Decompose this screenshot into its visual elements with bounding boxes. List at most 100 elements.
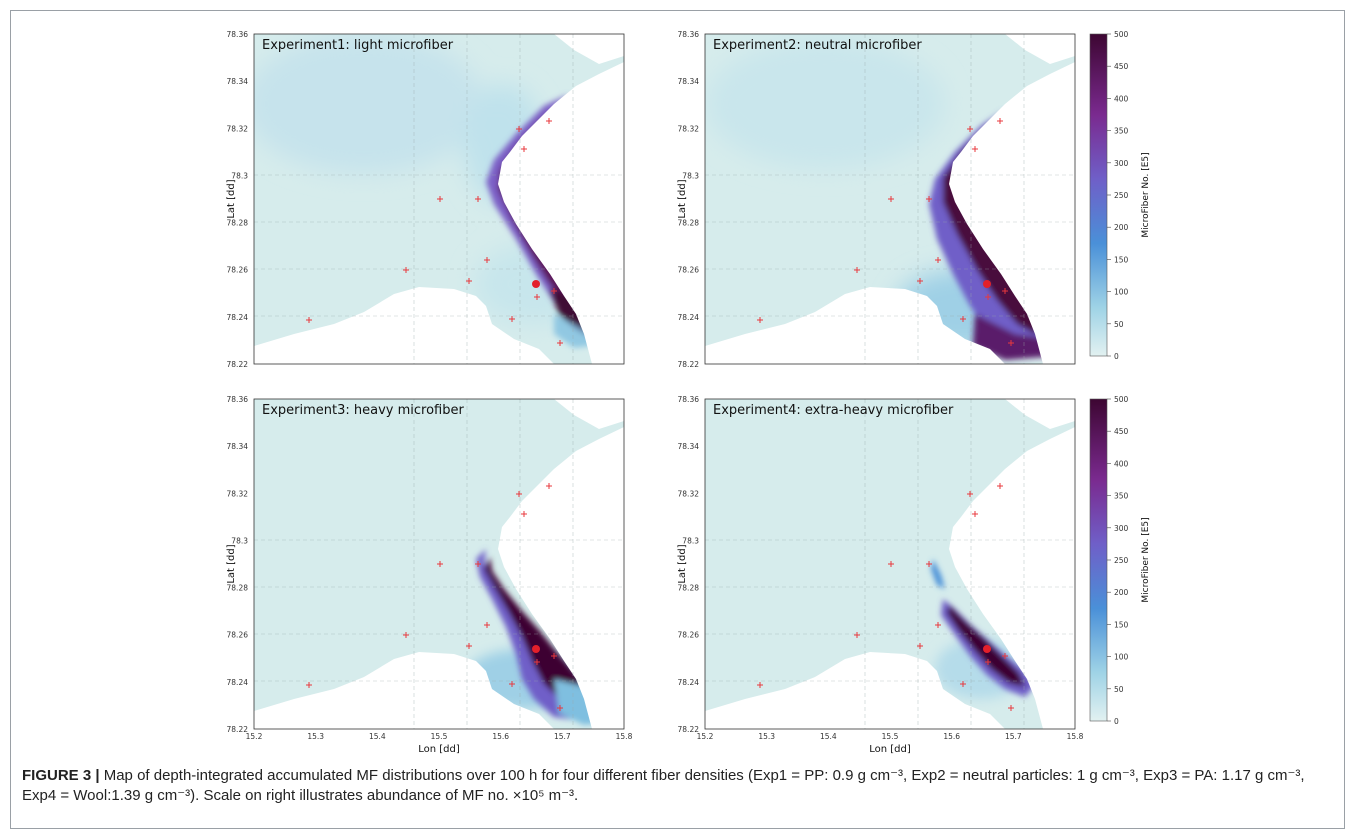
release-site-marker xyxy=(532,280,540,288)
lon-tick-label: 15.4 xyxy=(820,732,837,741)
colorbar-tick-label: 350 xyxy=(1114,492,1129,501)
lat-tick-label: 78.32 xyxy=(227,124,249,133)
colorbar-tick-label: 450 xyxy=(1114,427,1129,436)
lat-tick-label: 78.28 xyxy=(227,584,249,593)
lon-tick-label: 15.8 xyxy=(616,732,633,741)
lon-tick-label: 15.5 xyxy=(882,732,899,741)
colorbar-tick-label: 50 xyxy=(1114,685,1124,694)
panel-title: Experiment1: light microfiber xyxy=(262,38,454,53)
colorbar-label: MicroFiber No. [E5] xyxy=(1141,517,1151,602)
map-experiment3 xyxy=(254,399,624,729)
panel-title: Experiment4: extra-heavy microfiber xyxy=(713,403,954,418)
panel-experiment3: Experiment3: heavy microfiber xyxy=(253,398,625,730)
lon-tick-label: 15.3 xyxy=(758,732,775,741)
map-experiment1 xyxy=(254,34,624,364)
colorbar-tick-label: 200 xyxy=(1114,223,1129,232)
colorbar-tick-label: 300 xyxy=(1114,524,1129,533)
lon-tick-label: 15.7 xyxy=(554,732,571,741)
colorbar-tick-label: 100 xyxy=(1114,288,1129,297)
panel-title: Experiment3: heavy microfiber xyxy=(262,403,464,418)
lat-tick-label: 78.22 xyxy=(227,360,249,369)
panel-experiment4: Experiment4: extra-heavy microfiber xyxy=(704,398,1076,730)
lat-tick-label: 78.32 xyxy=(678,489,700,498)
x-axis-label: Lon [dd] xyxy=(869,744,911,755)
lon-tick-label: 15.6 xyxy=(943,732,960,741)
colorbar-tick-label: 0 xyxy=(1114,352,1119,361)
release-site-marker xyxy=(532,645,540,653)
lat-tick-label: 78.26 xyxy=(678,266,700,275)
lat-tick-label: 78.22 xyxy=(678,360,700,369)
lat-tick-label: 78.36 xyxy=(678,30,700,39)
lat-tick-label: 78.24 xyxy=(678,678,700,687)
lat-tick-label: 78.3 xyxy=(682,536,699,545)
lat-tick-label: 78.3 xyxy=(682,171,699,180)
release-site-marker xyxy=(983,645,991,653)
colorbar-tick-label: 50 xyxy=(1114,320,1124,329)
axis-ticks: 78.36 78.34 78.32 78.3 78.28 78.26 78.24 78.22 7… xyxy=(227,30,1084,741)
lat-tick-label: 78.34 xyxy=(227,77,249,86)
lon-tick-label: 15.2 xyxy=(246,732,263,741)
colorbar-tick-label: 150 xyxy=(1114,620,1129,629)
colorbar-tick-label: 150 xyxy=(1114,255,1129,264)
lat-tick-label: 78.28 xyxy=(678,219,700,228)
lat-tick-label: 78.32 xyxy=(227,489,249,498)
map-experiment4 xyxy=(705,399,1075,729)
figure-frame xyxy=(10,10,1345,829)
colorbar-tick-label: 450 xyxy=(1114,62,1129,71)
colorbar-tick-label: 250 xyxy=(1114,191,1129,200)
colorbar-tick-label: 200 xyxy=(1114,588,1129,597)
figure-caption: FIGURE 3 | Map of depth-integrated accum… xyxy=(22,766,1332,806)
colorbar-tick-label: 300 xyxy=(1114,159,1129,168)
caption-label: FIGURE 3 | xyxy=(22,767,100,784)
colorbar-tick-label: 350 xyxy=(1114,127,1129,136)
lon-tick-label: 15.7 xyxy=(1005,732,1022,741)
panel-experiment2: Experiment2: neutral microfiber xyxy=(704,33,1076,365)
panel-title: Experiment2: neutral microfiber xyxy=(713,38,922,53)
lat-tick-label: 78.34 xyxy=(227,442,249,451)
lat-tick-label: 78.32 xyxy=(678,124,700,133)
x-axis-label: Lon [dd] xyxy=(418,744,460,755)
colorbar-tick-label: 100 xyxy=(1114,653,1129,662)
lon-tick-label: 15.8 xyxy=(1067,732,1084,741)
lat-tick-label: 78.24 xyxy=(227,678,249,687)
lat-tick-label: 78.36 xyxy=(678,395,700,404)
lat-tick-label: 78.26 xyxy=(227,266,249,275)
y-axis-label: Lat [dd] xyxy=(226,544,237,583)
lat-tick-label: 78.28 xyxy=(227,219,249,228)
y-axis-label: Lat [dd] xyxy=(677,179,688,218)
lon-tick-label: 15.5 xyxy=(431,732,448,741)
lat-tick-label: 78.24 xyxy=(227,313,249,322)
y-axis-label: Lat [dd] xyxy=(677,544,688,583)
lat-tick-label: 78.26 xyxy=(227,631,249,640)
lat-tick-label: 78.34 xyxy=(678,77,700,86)
figure-panels: Experiment1: light microfiber Experiment… xyxy=(226,30,1151,755)
colorbar-tick-label: 250 xyxy=(1114,556,1129,565)
lat-tick-label: 78.26 xyxy=(678,631,700,640)
colorbar-tick-label: 400 xyxy=(1114,94,1129,103)
lat-tick-label: 78.24 xyxy=(678,313,700,322)
lat-tick-label: 78.22 xyxy=(227,725,249,734)
map-experiment2 xyxy=(705,34,1075,364)
colorbar-tick-label: 400 xyxy=(1114,459,1129,468)
colorbar-tick-label: 0 xyxy=(1114,717,1119,726)
lat-tick-label: 78.28 xyxy=(678,584,700,593)
colorbar-tick-label: 500 xyxy=(1114,395,1129,404)
lat-tick-label: 78.3 xyxy=(231,536,248,545)
panel-experiment1: Experiment1: light microfiber xyxy=(253,33,625,365)
lat-tick-label: 78.36 xyxy=(227,395,249,404)
lon-tick-label: 15.2 xyxy=(697,732,714,741)
y-axis-label: Lat [dd] xyxy=(226,179,237,218)
colorbar-label: MicroFiber No. [E5] xyxy=(1141,152,1151,237)
lon-tick-label: 15.4 xyxy=(369,732,386,741)
release-site-marker xyxy=(983,280,991,288)
colorbar-tick-label: 500 xyxy=(1114,30,1129,39)
lat-tick-label: 78.3 xyxy=(231,171,248,180)
lat-tick-label: 78.34 xyxy=(678,442,700,451)
caption-text: Map of depth-integrated accumulated MF d… xyxy=(22,767,1305,804)
lon-tick-label: 15.6 xyxy=(492,732,509,741)
lat-tick-label: 78.36 xyxy=(227,30,249,39)
lat-tick-label: 78.22 xyxy=(678,725,700,734)
lon-tick-label: 15.3 xyxy=(307,732,324,741)
